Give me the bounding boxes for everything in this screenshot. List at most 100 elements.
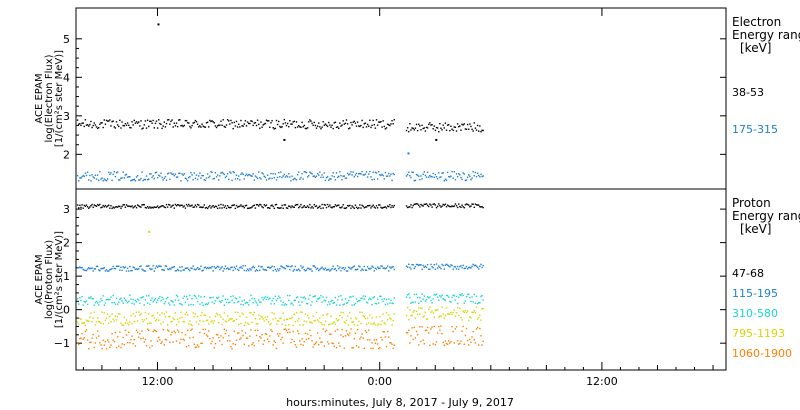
electron-data-point: [426, 171, 429, 174]
electron-data-point: [286, 176, 289, 178]
proton-data-point: [201, 342, 203, 345]
proton-data-point: [291, 316, 293, 319]
proton-data-point: [426, 318, 429, 320]
proton-data-point: [356, 268, 359, 270]
proton-data-point: [205, 334, 208, 336]
proton-data-point: [76, 342, 79, 344]
proton-data-point: [366, 339, 369, 341]
proton-data-point: [184, 267, 187, 270]
electron-data-point: [186, 121, 189, 124]
proton-data-point: [239, 296, 241, 299]
proton-data-point: [179, 266, 181, 268]
proton-data-point: [226, 315, 229, 317]
proton-data-point: [261, 206, 263, 208]
electron-data-point: [283, 173, 285, 176]
electron-data-point: [460, 177, 462, 179]
proton-data-point: [188, 323, 190, 325]
proton-data-point: [472, 311, 474, 314]
electron-data-point: [246, 174, 249, 177]
proton-data-point: [482, 264, 484, 267]
proton-data-point: [449, 342, 451, 344]
proton-data-point: [96, 302, 99, 304]
electron-data-point: [124, 174, 127, 176]
proton-data-point: [150, 299, 152, 301]
proton-data-point: [453, 205, 455, 207]
proton-data-point: [125, 300, 128, 302]
proton-data-point: [221, 299, 223, 302]
proton-data-point: [421, 307, 423, 310]
proton-data-point: [118, 312, 120, 315]
proton-data-point: [241, 330, 243, 332]
proton-data-point: [332, 206, 334, 208]
proton-data-point: [463, 302, 465, 304]
electron-data-point: [426, 127, 429, 129]
electron-data-point: [236, 126, 239, 128]
electron-data-point: [251, 175, 253, 177]
proton-data-point: [420, 340, 422, 343]
electron-data-point: [181, 173, 183, 175]
electron-data-point: [460, 129, 462, 131]
proton-data-point: [339, 314, 341, 317]
proton-data-point: [196, 315, 199, 318]
electron-data-point: [193, 121, 195, 124]
proton-data-point: [290, 266, 292, 268]
proton-data-point: [422, 316, 424, 318]
electron-data-point: [393, 119, 395, 121]
electron-data-point: [80, 177, 82, 179]
proton-data-point: [138, 311, 140, 313]
proton-data-point: [443, 268, 445, 270]
proton-ylabel: log(Proton Flux): [44, 240, 55, 319]
proton-data-point: [193, 294, 195, 297]
proton-data-point: [388, 270, 390, 272]
proton-data-point: [276, 206, 279, 209]
proton-data-point: [99, 301, 101, 303]
proton-data-point: [243, 343, 245, 346]
proton-data-point: [295, 311, 298, 314]
electron-data-point: [440, 176, 442, 178]
electron-data-point: [315, 127, 318, 129]
proton-data-point: [266, 338, 269, 340]
electron-data-point: [280, 171, 282, 173]
proton-data-point: [194, 269, 197, 271]
electron-data-point: [381, 126, 383, 128]
proton-data-point: [351, 321, 353, 323]
electron-data-point: [161, 127, 163, 130]
electron-data-point: [90, 180, 92, 182]
proton-data-point: [384, 323, 387, 325]
proton-data-point: [428, 268, 430, 270]
electron-data-point: [222, 119, 224, 121]
proton-data-point: [452, 294, 454, 296]
proton-data-point: [141, 318, 143, 321]
proton-data-point: [463, 206, 465, 209]
proton-data-point: [463, 311, 465, 314]
proton-data-point: [438, 265, 440, 267]
proton-data-point: [173, 266, 175, 268]
proton-data-point: [321, 341, 323, 343]
proton-data-point: [293, 340, 295, 343]
proton-data-point: [248, 323, 250, 325]
electron-data-point: [292, 121, 294, 123]
proton-ytick-label: 1: [63, 270, 70, 283]
proton-data-point: [382, 206, 384, 209]
proton-data-point: [128, 270, 130, 272]
proton-data-point: [434, 309, 437, 312]
proton-data-point: [164, 301, 167, 303]
electron-data-point: [262, 173, 264, 175]
electron-data-point: [93, 122, 95, 124]
proton-data-point: [242, 334, 244, 337]
proton-data-point: [285, 318, 288, 321]
electron-data-point: [115, 171, 118, 174]
electron-data-point: [123, 177, 125, 179]
proton-data-point: [236, 332, 239, 334]
proton-data-point: [142, 204, 144, 206]
proton-data-point: [152, 330, 154, 333]
proton-data-point: [213, 266, 215, 268]
proton-data-point: [191, 204, 193, 206]
proton-data-point: [356, 328, 359, 331]
proton-data-point: [374, 267, 377, 270]
proton-data-point: [206, 319, 209, 321]
electron-data-point: [348, 174, 350, 176]
proton-data-point: [374, 324, 377, 326]
proton-data-point: [460, 206, 462, 208]
proton-data-point: [269, 207, 271, 210]
